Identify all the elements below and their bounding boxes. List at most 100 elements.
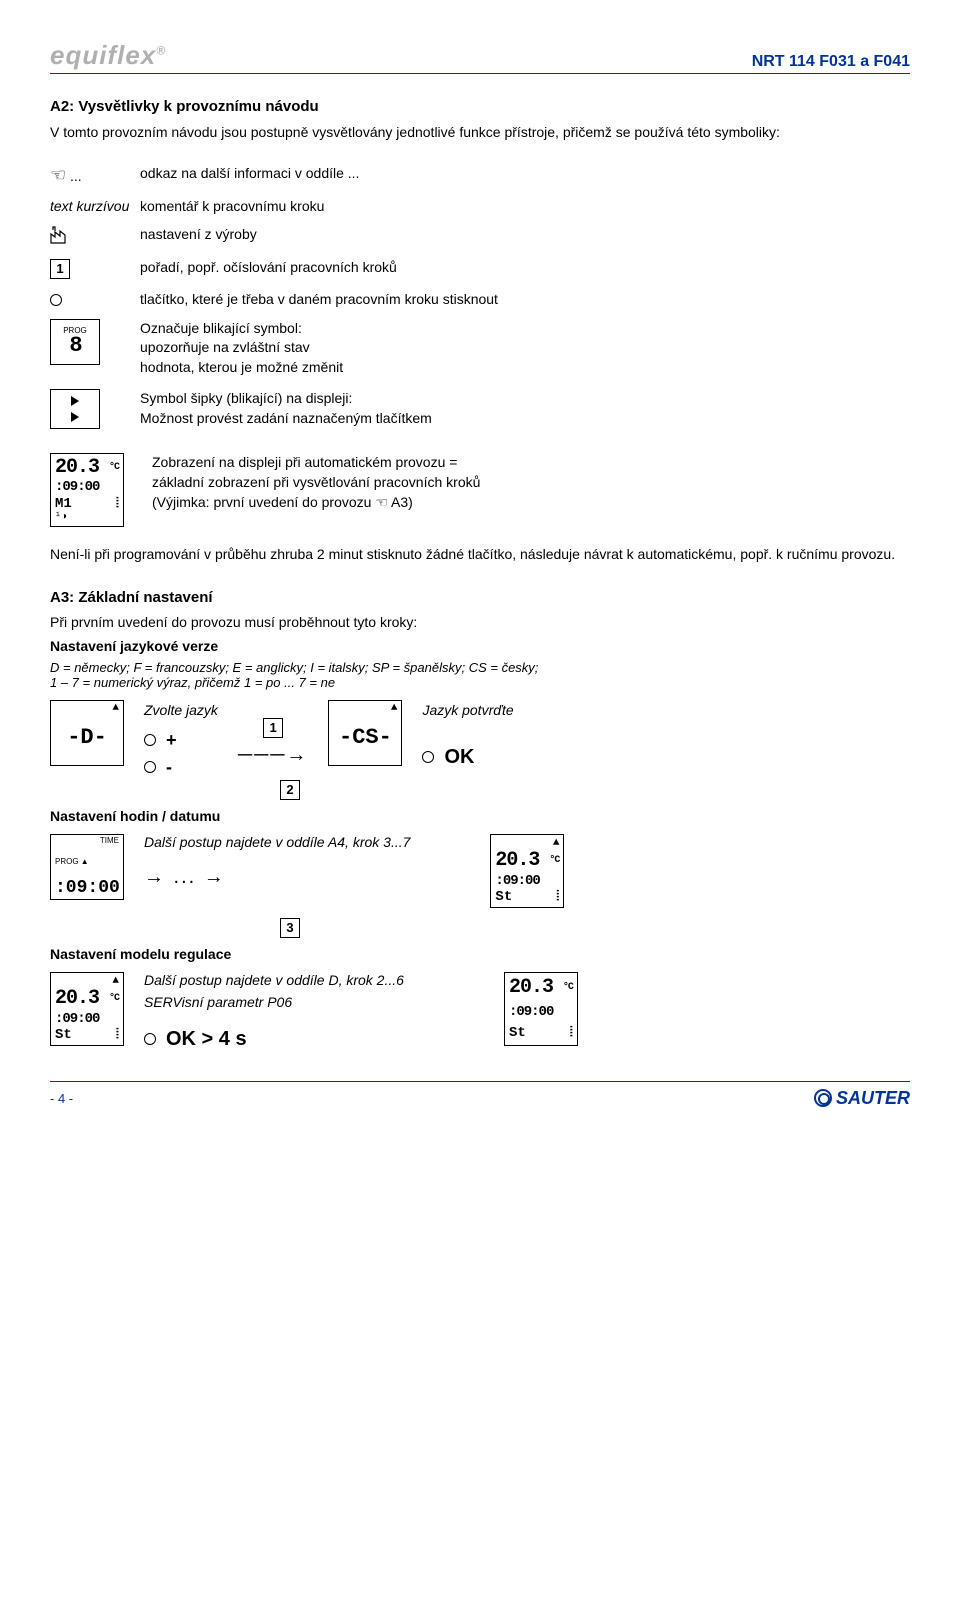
arrow-chain: → ... → [144, 866, 410, 889]
legend-text: tlačítko, které je třeba v daném pracovn… [140, 285, 910, 313]
step-box-1: 1 [263, 718, 283, 738]
legend-row-factory: nastavení z výroby [50, 220, 910, 253]
model-title: Nastavení modelu regulace [50, 946, 910, 962]
section-a2-title: A2: Vysvětlivky k provoznímu návodu [50, 98, 910, 115]
model-desc-col: Další postup najdete v oddíle D, krok 2.… [144, 972, 404, 1051]
lang-arrows: 1 ───→ [238, 700, 309, 767]
circle-icon [50, 294, 62, 306]
lcd-lang-left: -D- [55, 727, 119, 749]
lcd-time: :09:00 [55, 1012, 119, 1026]
legend-row-button: tlačítko, které je třeba v daném pracovn… [50, 285, 910, 313]
lang-left: ▲ -D- [50, 700, 124, 766]
legend-row-ref: ☜ ... odkaz na další informaci v oddíle … [50, 159, 910, 192]
prog-label: PROG [55, 857, 79, 866]
hand-icon: ☜ [50, 165, 66, 185]
button-ok-icon[interactable] [144, 1033, 156, 1045]
legend-row-italic: text kurzívou komentář k pracovnímu krok… [50, 192, 910, 220]
legend-table: ☜ ... odkaz na další informaci v oddíle … [50, 159, 910, 436]
ok-label: OK [444, 746, 474, 769]
button-ok-icon[interactable] [422, 751, 434, 763]
step-box-3: 3 [280, 918, 300, 938]
lcd-lang-d: ▲ -D- [50, 700, 124, 766]
step-number-box: 1 [50, 259, 70, 279]
a3-lang-title: Nastavení jazykové verze [50, 638, 910, 654]
lcd-br: ⦙ [556, 890, 559, 904]
prog-box: PROG 8 [50, 319, 100, 365]
lcd-br: ⦙ [116, 497, 119, 511]
ok-hold-label: OK > 4 s [166, 1028, 247, 1051]
italic-sym: text kurzívou [50, 192, 140, 220]
lang-flow: ▲ -D- Zvolte jazyk + - 1 ───→ ▲ -CS- [50, 700, 910, 778]
button-plus-icon[interactable] [144, 734, 156, 746]
plus-label: + [166, 730, 177, 751]
lcd-lang-right: -CS- [333, 727, 397, 749]
lang-right: ▲ -CS- [328, 700, 402, 766]
page: equiflex® NRT 114 F031 a F041 A2: Vysvět… [0, 0, 960, 1129]
sauter-ring-icon [814, 1089, 832, 1107]
minus-label: - [166, 757, 172, 778]
lcd-temp: 20.3 [55, 989, 99, 1009]
legend-text: odkaz na další informaci v oddíle ... [140, 159, 910, 192]
lcd-time: :09:00 [55, 480, 119, 494]
legend-row-prog: PROG 8 Označuje blikající symbol: upozor… [50, 313, 910, 384]
lcd-time-prog: TIME PROG ▲ :09:00 [50, 834, 124, 900]
page-header: equiflex® NRT 114 F031 a F041 [50, 40, 910, 74]
lcd-bl: St [55, 1028, 72, 1042]
lcd-model-left: ▲ 20.3°C :09:00 St⦙ [50, 972, 124, 1046]
lcd-unit: °C [109, 463, 119, 473]
factory-icon [50, 220, 140, 253]
legend-text: nastavení z výroby [140, 220, 910, 253]
model-flow: ▲ 20.3°C :09:00 St⦙ Další postup najdete… [50, 972, 910, 1051]
button-minus-icon[interactable] [144, 761, 156, 773]
arrow-right-icon: ───→ [238, 744, 309, 767]
a3-lang-note: D = německy; F = francouzsky; E = anglic… [50, 660, 910, 690]
model-text1: Další postup najdete v oddíle D, krok 2.… [144, 972, 404, 988]
time-label: TIME [100, 837, 119, 845]
lcd-time: :09:00 [509, 1005, 573, 1019]
time-desc-col: Další postup najdete v oddíle A4, krok 3… [144, 834, 410, 889]
prog-desc: Označuje blikající symbol: upozorňuje na… [140, 313, 910, 384]
legend-row-step: 1 pořadí, popř. očíslování pracovních kr… [50, 253, 910, 285]
a2-note: Není-li při programování v průběhu zhrub… [50, 545, 910, 565]
document-code: NRT 114 F031 a F041 [752, 53, 910, 71]
brand-equiflex: equiflex® [50, 40, 166, 71]
lcd-model-right: 20.3°C :09:00 St⦙ [504, 972, 578, 1046]
legend-text: pořadí, popř. očíslování pracovních krok… [140, 253, 910, 285]
section-a3-title: A3: Základní nastavení [50, 589, 910, 606]
warn-icon: ▲ [333, 703, 397, 714]
lcd-br: ⦙ [116, 1028, 119, 1042]
lang-confirm: Jazyk potvrďte OK [422, 700, 513, 769]
zvolte-jazyk: Zvolte jazyk [144, 702, 218, 718]
lcd-auto: 20.3°C :09:00 M1⦙ ¹◑ [50, 453, 124, 527]
legend-row-arrows: Symbol šipky (blikající) na displeji: Mo… [50, 383, 910, 435]
model-text2: SERVisní parametr P06 [144, 994, 404, 1010]
lcd-temp: 20.3 [509, 978, 553, 998]
legend-text: komentář k pracovnímu kroku [140, 192, 910, 220]
lcd-desc: Zobrazení na displeji při automatickém p… [144, 453, 480, 512]
section-a2-intro: V tomto provozním návodu jsou postupně v… [50, 123, 910, 143]
arrow-desc: Symbol šipky (blikající) na displeji: Mo… [140, 383, 910, 435]
time-text: Další postup najdete v oddíle A4, krok 3… [144, 834, 410, 850]
lcd-time-result: ▲ 20.3°C :09:00 St⦙ [490, 834, 564, 908]
step-box-2: 2 [280, 780, 300, 800]
lcd-lang-cs: ▲ -CS- [328, 700, 402, 766]
lcd-bl: St [509, 1026, 526, 1040]
triangle-right-icon [71, 396, 79, 406]
lcd-bl: M1 [55, 497, 72, 511]
lang-instr: Zvolte jazyk + - [144, 700, 218, 778]
lcd-bl: St [495, 890, 512, 904]
lcd-example-row: 20.3°C :09:00 M1⦙ ¹◑ Zobrazení na disple… [50, 453, 910, 527]
time-title: Nastavení hodin / datumu [50, 808, 910, 824]
time-flow: TIME PROG ▲ :09:00 Další postup najdete … [50, 834, 910, 908]
lcd-temp: 20.3 [495, 851, 539, 871]
brand-sup: ® [156, 43, 166, 57]
a3-line1: Při prvním uvedení do provozu musí probě… [50, 614, 910, 630]
page-footer: - 4 - SAUTER [50, 1081, 910, 1109]
warn-icon: ▲ [55, 703, 119, 714]
lcd-br: ⦙ [570, 1026, 573, 1040]
triangle-right-icon [71, 412, 79, 422]
lcd-time: :09:00 [495, 874, 559, 888]
time-seg: :09:00 [55, 879, 119, 897]
arrow-box [50, 389, 100, 429]
sauter-text: SAUTER [836, 1088, 910, 1109]
